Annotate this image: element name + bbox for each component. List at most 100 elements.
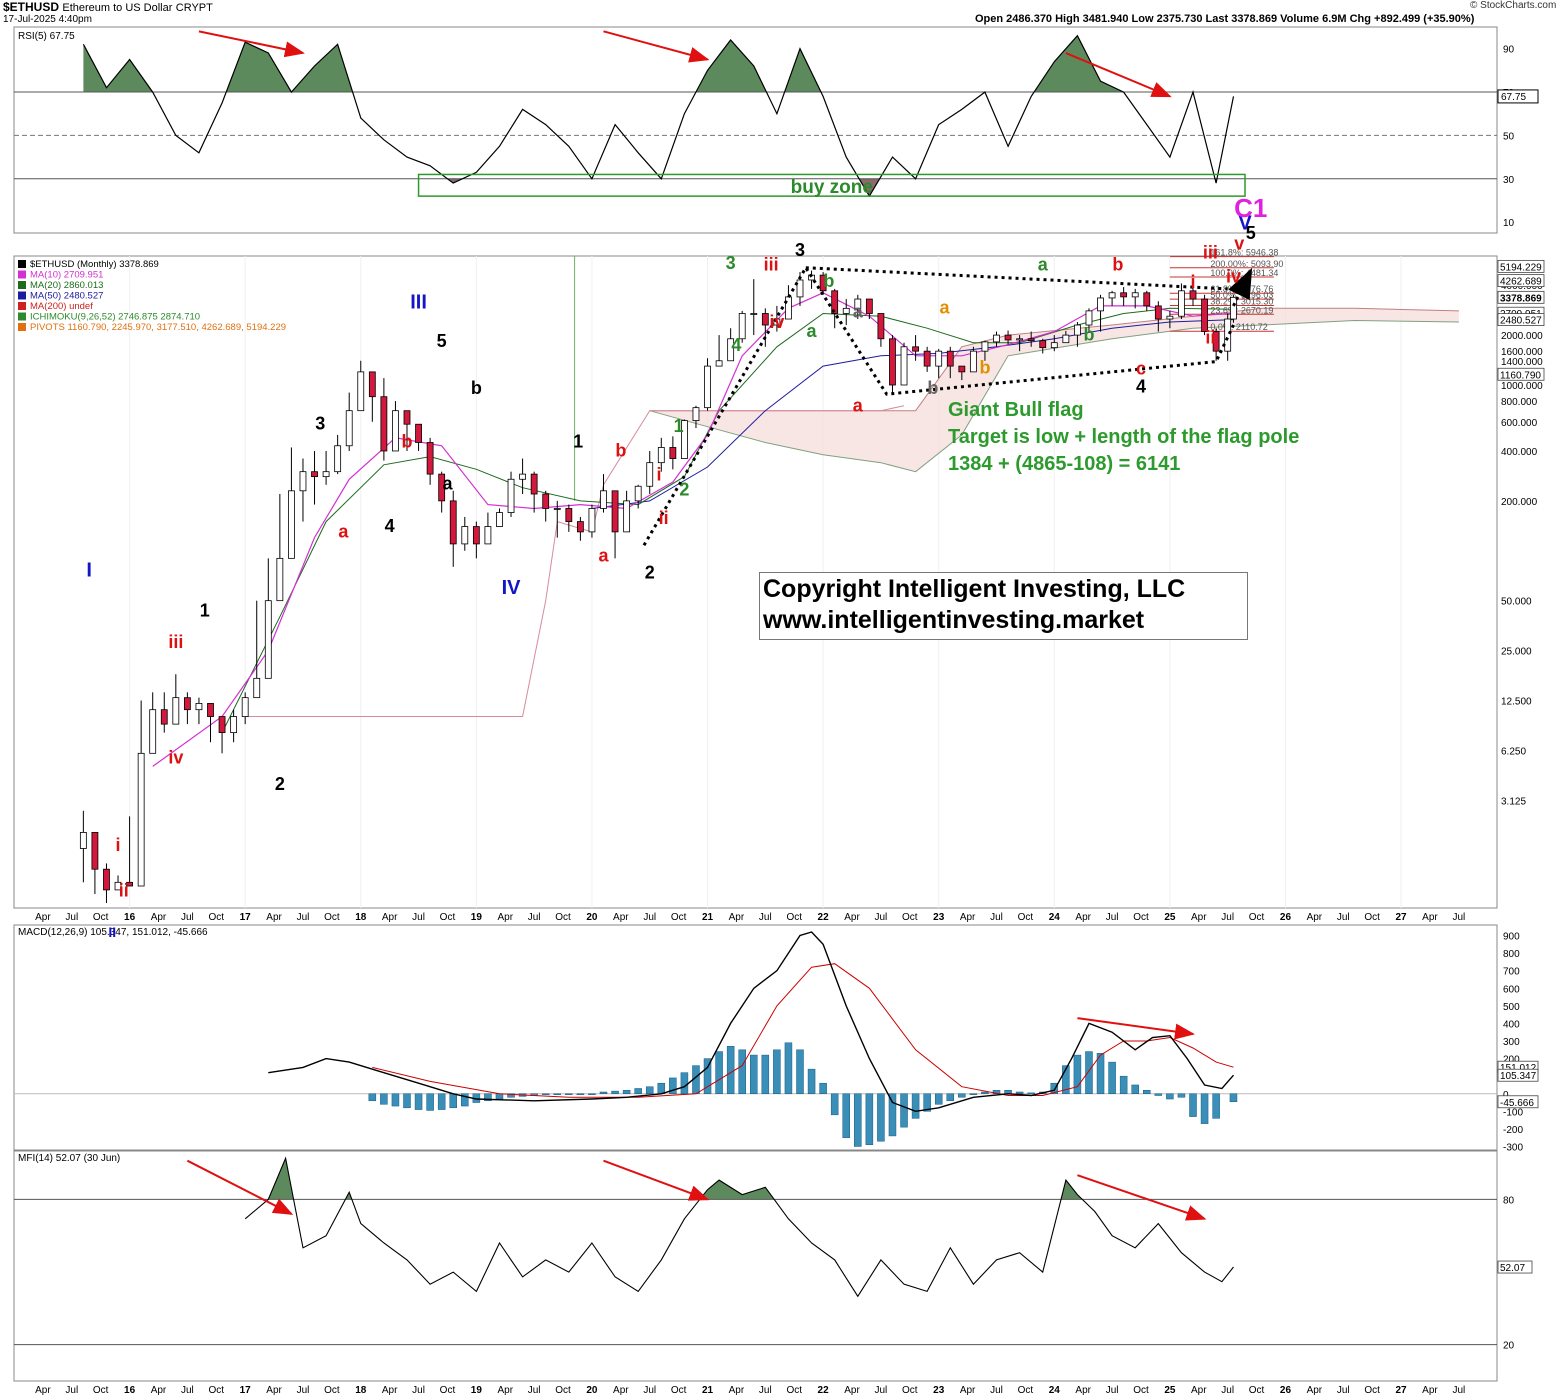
wave-label: 1	[674, 416, 684, 436]
mfi-x-tick: Oct	[440, 1385, 456, 1396]
macd-y-tick: 700	[1503, 967, 1520, 978]
macd-histogram-bar	[888, 1093, 897, 1137]
rsi-divergence-arrow	[198, 30, 305, 58]
price-x-tick: Jul	[759, 912, 772, 923]
macd-histogram-bar	[1119, 1075, 1128, 1094]
price-x-tick: 17	[240, 912, 252, 923]
candle-body	[692, 407, 700, 421]
mfi-x-tick: Jul	[65, 1385, 78, 1396]
macd-histogram-bar	[1154, 1093, 1163, 1096]
macd-histogram-bar	[426, 1093, 434, 1111]
mfi-x-tick: Jul	[528, 1385, 541, 1396]
candle-body	[912, 346, 919, 352]
copyright-url: www.intelligentinvesting.market	[763, 606, 1145, 634]
price-right-tag	[1497, 274, 1545, 288]
candle-body	[311, 471, 318, 478]
price-x-tick: 21	[702, 912, 714, 923]
mfi-x-tick: 20	[586, 1385, 598, 1396]
price-y-tick: 1000.000	[1501, 381, 1543, 392]
candle-body	[264, 600, 272, 679]
price-x-tick: Apr	[1191, 912, 1207, 923]
candle-body	[172, 697, 180, 725]
price-x-tick: 19	[471, 912, 483, 923]
symbol-name: Ethereum to US Dollar	[62, 2, 173, 14]
mfi-x-tick: Jul	[875, 1385, 888, 1396]
candle-body	[1050, 342, 1058, 349]
wave-label: b	[402, 431, 413, 451]
mfi-x-tick: Oct	[671, 1385, 687, 1396]
candle-body	[565, 508, 573, 522]
price-x-tick: Apr	[497, 912, 513, 923]
price-y-tick: 2000.000	[1501, 331, 1543, 342]
wave-label: III	[410, 291, 427, 313]
macd-histogram-bar	[1062, 1065, 1070, 1094]
macd-histogram-bar	[622, 1089, 631, 1094]
macd-histogram-bar	[1085, 1051, 1093, 1094]
price-legend-item: MA(200) undef	[30, 301, 93, 312]
wave-label: a	[442, 473, 453, 493]
candle-body	[530, 473, 538, 495]
mfi-x-tick: 23	[933, 1385, 945, 1396]
candle-body	[761, 313, 769, 326]
wave-label: iv	[168, 748, 183, 768]
macd-histogram-bar	[588, 1093, 596, 1095]
macd-y-tick: 800	[1503, 949, 1520, 960]
mfi-divergence-arrow	[186, 1159, 294, 1215]
price-x-tick: Jul	[1337, 912, 1350, 923]
price-right-label: 1160.790	[1500, 370, 1541, 381]
macd-histogram-bar	[461, 1093, 469, 1107]
price-x-tick: Jul	[643, 912, 656, 923]
price-y-tick: 400.000	[1501, 447, 1538, 458]
mfi-x-tick: 25	[1164, 1385, 1176, 1396]
candle-body	[438, 473, 446, 502]
wave-label: i	[116, 835, 121, 855]
macd-value-label: 105.347	[1500, 1071, 1537, 1082]
mfi-x-tick: Oct	[1249, 1385, 1265, 1396]
price-legend-swatch	[18, 270, 26, 279]
price-x-tick: Apr	[382, 912, 398, 923]
candle-body	[1178, 290, 1185, 317]
mfi-x-tick: Oct	[324, 1385, 340, 1396]
macd-histogram-bar	[1212, 1093, 1220, 1119]
price-x-tick: Oct	[1133, 912, 1149, 923]
price-legend-swatch	[18, 260, 26, 268]
rsi-divergence-arrow	[603, 30, 710, 63]
price-x-tick: Apr	[960, 912, 976, 923]
candle-body	[368, 371, 376, 398]
macd-histogram-bar	[796, 1049, 804, 1094]
candle-body	[542, 493, 550, 509]
candle-body	[1016, 338, 1024, 341]
copyright-box: Copyright Intelligent Investing, LLC www…	[759, 572, 1248, 640]
price-x-tick: Oct	[324, 912, 340, 923]
candle-body	[126, 881, 133, 887]
wave-label: i	[1190, 272, 1195, 292]
candle-body	[738, 313, 746, 340]
mfi-x-tick: Oct	[1018, 1385, 1034, 1396]
macd-histogram-bar	[1143, 1089, 1151, 1094]
macd-histogram-bar	[1166, 1093, 1174, 1100]
price-x-tick: Oct	[208, 912, 224, 923]
mfi-x-tick: 24	[1049, 1385, 1061, 1396]
price-x-tick: Oct	[786, 912, 802, 923]
price-x-tick: Jul	[875, 912, 888, 923]
wave-label: 3	[315, 413, 325, 433]
mfi-x-tick: 16	[124, 1385, 136, 1396]
macd-histogram-bar	[1189, 1093, 1197, 1117]
wave-label: iii	[764, 255, 779, 275]
bull-flag-annotation: Giant Bull flag	[948, 399, 1084, 421]
macd-histogram-bar	[842, 1093, 850, 1138]
macd-histogram-bar	[553, 1093, 562, 1095]
mfi-x-tick: Apr	[497, 1385, 513, 1396]
macd-y-tick: -100	[1503, 1107, 1523, 1118]
macd-histogram-bar	[414, 1093, 423, 1110]
price-legend-swatch	[18, 291, 26, 300]
price-x-tick: Oct	[671, 912, 687, 923]
candle-body	[103, 868, 110, 891]
mfi-x-tick: Jul	[1337, 1385, 1350, 1396]
wave-label: 4	[385, 516, 395, 536]
mfi-y-tick: 20	[1503, 1341, 1515, 1352]
macd-histogram-bar	[645, 1086, 654, 1094]
chart-symbol: $ETHUSD Ethereum to US Dollar CRYPT	[3, 0, 213, 14]
mfi-x-tick: 17	[240, 1385, 252, 1396]
quote-summary: Open 2486.370 High 3481.940 Low 2375.730…	[975, 13, 1475, 25]
